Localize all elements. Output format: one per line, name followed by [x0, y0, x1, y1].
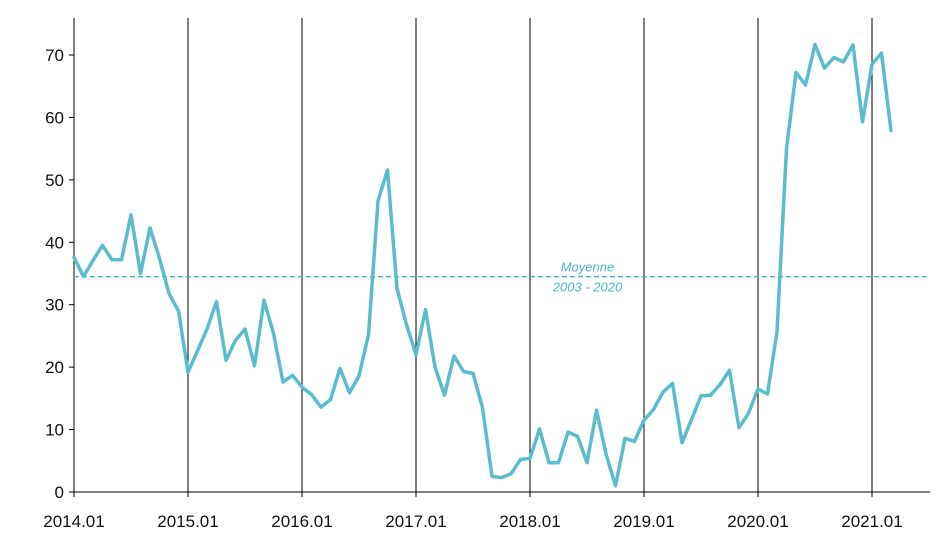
y-tick-label: 10: [45, 421, 64, 440]
y-tick-label: 30: [45, 296, 64, 315]
series-line-0: [72, 42, 893, 488]
series-group: [72, 42, 893, 488]
x-tick-label: 2016.01: [271, 512, 332, 531]
vertical-gridlines: [187, 18, 873, 492]
y-tick-label: 50: [45, 171, 64, 190]
x-tick-label: 2021.01: [841, 512, 902, 531]
average-label-line2: 2003 - 2020: [552, 280, 623, 295]
y-tick-group: 0 10 20 30 40 50 60 70: [45, 46, 74, 502]
y-tick-label: 0: [55, 483, 64, 502]
average-label-line1: Moyenne: [561, 260, 614, 275]
x-tick-label: 2019.01: [613, 512, 674, 531]
x-tick-label: 2015.01: [157, 512, 218, 531]
x-tick-label: 2018.01: [499, 512, 560, 531]
y-tick-label: 40: [45, 233, 64, 252]
axes: [73, 18, 930, 493]
y-tick-label: 60: [45, 108, 64, 127]
x-tick-group: 2014.01 2015.01 2016.01 2017.01 2018.01 2019.…: [43, 492, 903, 531]
x-tick-label: 2017.01: [385, 512, 446, 531]
x-tick-label: 2020.01: [727, 512, 788, 531]
y-tick-label: 20: [45, 358, 64, 377]
x-tick-label: 2014.01: [43, 512, 104, 531]
y-tick-label: 70: [45, 46, 64, 65]
